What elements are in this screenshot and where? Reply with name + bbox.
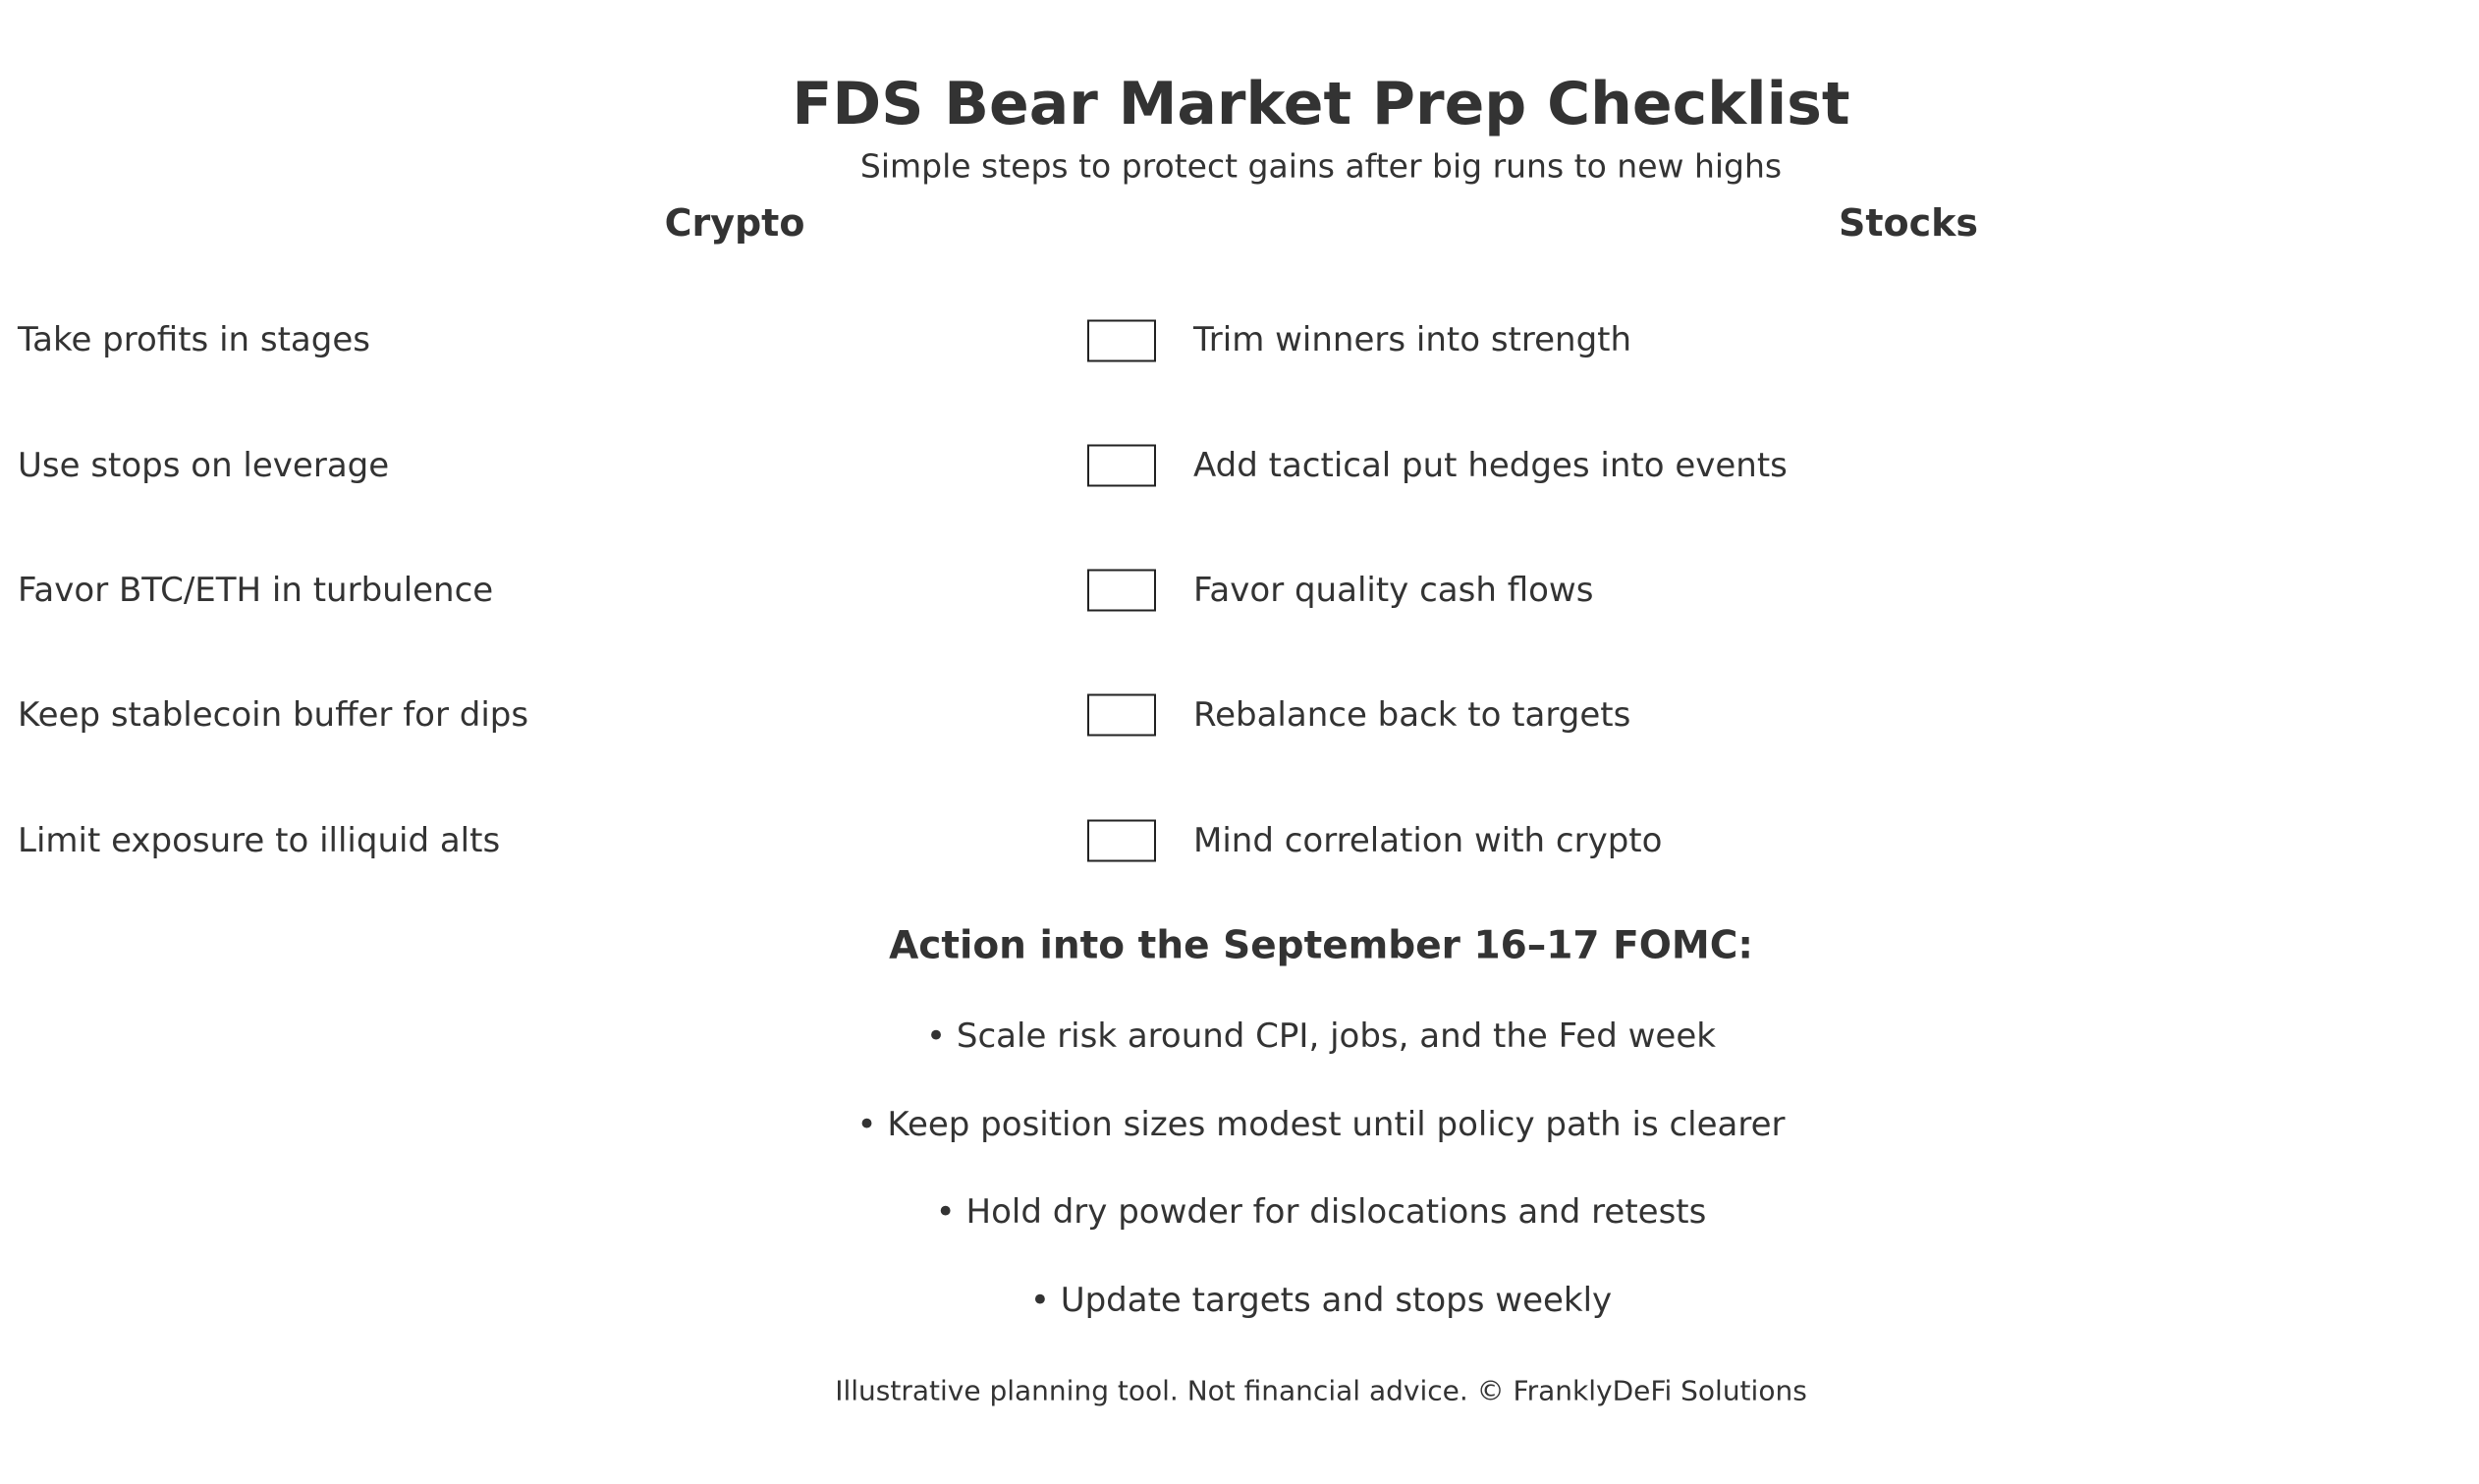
action-bullet: • Update targets and stops weekly xyxy=(1029,1281,1613,1320)
stocks-checkbox[interactable] xyxy=(1087,319,1156,362)
stocks-checkbox[interactable] xyxy=(1087,569,1156,612)
stocks-item-label: Mind correlation with crypto xyxy=(1193,821,1663,860)
stocks-item-label: Add tactical put hedges into events xyxy=(1193,446,1788,485)
crypto-item: Take profits in stages xyxy=(18,320,370,359)
crypto-item: Keep stablecoin buffer for dips xyxy=(18,695,529,735)
stocks-item-label: Rebalance back to targets xyxy=(1193,695,1631,735)
stocks-checkbox[interactable] xyxy=(1087,693,1156,737)
crypto-item: Limit exposure to illiquid alts xyxy=(18,821,501,860)
stocks-checkbox[interactable] xyxy=(1087,819,1156,862)
crypto-item: Favor BTC/ETH in turbulence xyxy=(18,571,494,610)
stocks-item-label: Trim winners into strength xyxy=(1193,320,1632,359)
stocks-item-label: Favor quality cash flows xyxy=(1193,571,1594,610)
action-heading: Action into the September 16–17 FOMC: xyxy=(889,923,1753,968)
action-bullet: • Scale risk around CPI, jobs, and the F… xyxy=(926,1017,1716,1056)
page-subtitle: Simple steps to protect gains after big … xyxy=(859,146,1783,186)
footer-disclaimer: Illustrative planning tool. Not financia… xyxy=(835,1374,1807,1407)
crypto-column-header: Crypto xyxy=(664,201,805,245)
stocks-checkbox[interactable] xyxy=(1087,444,1156,487)
action-bullet: • Keep position sizes modest until polic… xyxy=(856,1105,1786,1144)
stocks-column-header: Stocks xyxy=(1838,201,1979,245)
page-title: FDS Bear Market Prep Checklist xyxy=(792,70,1850,138)
action-bullet: • Hold dry powder for dislocations and r… xyxy=(935,1192,1707,1232)
crypto-item: Use stops on leverage xyxy=(18,446,390,485)
